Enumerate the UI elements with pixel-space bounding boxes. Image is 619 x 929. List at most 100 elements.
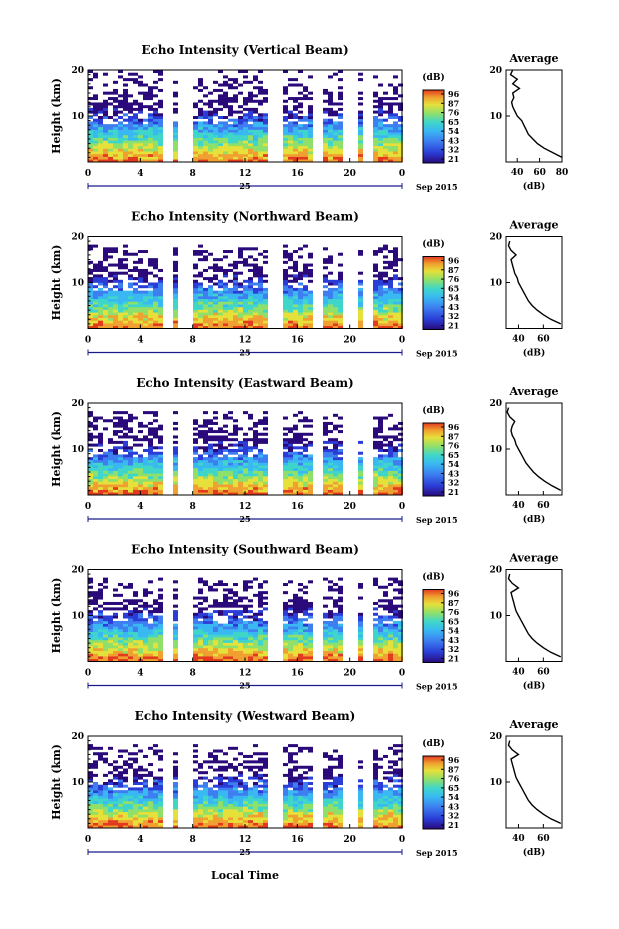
heatmap-cell [123, 252, 128, 256]
heatmap-cell [388, 446, 393, 450]
heatmap-cell [373, 612, 378, 616]
heatmap-cell [93, 277, 98, 281]
heatmap-cell [238, 320, 243, 324]
heatmap-cell [283, 484, 288, 488]
heatmap-cell [208, 279, 213, 283]
heatmap-cell [148, 443, 153, 447]
heatmap-cell [173, 580, 178, 584]
heatmap-cell [338, 129, 343, 133]
heatmap-cell [118, 607, 123, 611]
heatmap-cell [173, 645, 178, 649]
heatmap-cell [298, 467, 303, 471]
heatmap-cell [153, 817, 158, 821]
heatmap-cell [253, 492, 258, 496]
heatmap-cell [243, 151, 248, 155]
heatmap-cell [128, 72, 133, 76]
heatmap-cell [398, 124, 403, 128]
heatmap-cell [253, 454, 258, 458]
heatmap-cell [308, 623, 313, 627]
x-tick-label: 8 [190, 502, 196, 512]
heatmap-cell [293, 618, 298, 622]
heatmap-cell [113, 623, 118, 627]
heatmap-cell [93, 620, 98, 624]
heatmap-cell [138, 800, 143, 804]
heatmap-cell [173, 596, 178, 600]
heatmap-cell [88, 763, 93, 767]
heatmap-cell [218, 634, 223, 638]
heatmap-cell [108, 607, 113, 611]
heatmap-cell [323, 99, 328, 103]
heatmap-cell [133, 492, 138, 496]
heatmap-cell [213, 293, 218, 297]
heatmap-cell [88, 787, 93, 791]
heatmap-cell [228, 140, 233, 144]
heatmap-cell [138, 296, 143, 300]
heatmap-cell [243, 454, 248, 458]
heatmap-cell [108, 803, 113, 807]
heatmap-cell [393, 478, 398, 482]
heatmap-cell [358, 465, 363, 469]
heatmap-cell [148, 451, 153, 455]
x-tick-label: 16 [291, 669, 304, 679]
heatmap-cell [113, 110, 118, 114]
heatmap-cell [303, 604, 308, 608]
colorbar-tick-label: 21 [448, 654, 459, 664]
heatmap-cell [128, 449, 133, 453]
heatmap-cell [333, 478, 338, 482]
heatmap-cell [158, 650, 163, 654]
heatmap-cell [233, 143, 238, 147]
heatmap-cell [338, 656, 343, 660]
heatmap-cell [248, 148, 253, 152]
heatmap-cell [228, 156, 233, 160]
heatmap-cell [248, 151, 253, 155]
heatmap-cell [103, 639, 108, 643]
heatmap-cell [393, 623, 398, 627]
heatmap-cell [218, 293, 223, 297]
heatmap-cell [113, 113, 118, 117]
colorbar-tick-label: 65 [448, 616, 459, 626]
heatmap-cell [248, 489, 253, 493]
heatmap-cell [253, 438, 258, 442]
heatmap-cell [93, 113, 98, 117]
heatmap-cell [248, 306, 253, 310]
heatmap-cell [173, 782, 178, 786]
heatmap-cell [143, 639, 148, 643]
heatmap-cell [198, 658, 203, 662]
heatmap-cell [358, 615, 363, 619]
heatmap-cell [98, 647, 103, 651]
heatmap-cell [373, 159, 378, 163]
heatmap-cell [248, 156, 253, 160]
heatmap-cell [108, 790, 113, 794]
heatmap-cell [373, 116, 378, 120]
heatmap-cell [108, 492, 113, 496]
heatmap-cell [253, 301, 258, 305]
heatmap-cell [138, 462, 143, 466]
heatmap-cell [233, 438, 238, 442]
heatmap-cell [123, 639, 128, 643]
heatmap-cell [208, 113, 213, 117]
heatmap-cell [243, 470, 248, 474]
heatmap-cell [258, 454, 263, 458]
heatmap-cell [398, 427, 403, 431]
heatmap-cell [113, 298, 118, 302]
heatmap-cell [153, 465, 158, 469]
heatmap-cell [388, 143, 393, 147]
heatmap-cell [138, 91, 143, 95]
heatmap-cell [303, 137, 308, 141]
heatmap-cell [198, 653, 203, 657]
heatmap-cell [158, 314, 163, 318]
heatmap-cell [203, 116, 208, 120]
heatmap-cell [233, 317, 238, 321]
heatmap-cell [258, 486, 263, 490]
heatmap-cell [233, 304, 238, 308]
heatmap-cell [258, 70, 263, 74]
heatmap-cell [393, 620, 398, 624]
heatmap-cell [133, 145, 138, 149]
heatmap-cell [383, 470, 388, 474]
heatmap-cell [208, 129, 213, 133]
heatmap-cell [333, 438, 338, 442]
heatmap-cell [118, 282, 123, 286]
heatmap-cell [113, 105, 118, 109]
heatmap-cell [203, 819, 208, 823]
heatmap-cell [378, 419, 383, 423]
